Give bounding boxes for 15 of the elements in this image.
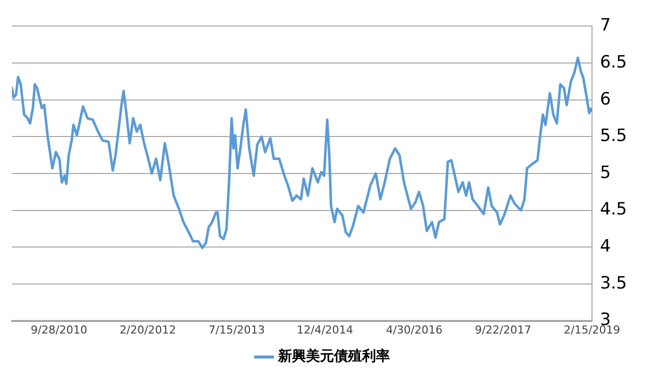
y-tick-label: 4 <box>600 236 611 257</box>
y-tick-label: 3.5 <box>600 273 628 294</box>
y-tick-label: 5 <box>600 162 611 183</box>
x-tick-label: 9/22/2017 <box>474 323 532 336</box>
legend-label: 新興美元債殖利率 <box>277 348 390 365</box>
y-tick-label: 6 <box>600 89 611 110</box>
x-tick-label: 2/20/2012 <box>120 323 176 336</box>
x-tick-label: 7/15/2013 <box>208 323 265 336</box>
y-tick-label: 5.5 <box>600 126 628 146</box>
x-tick-label: 12/4/2014 <box>296 323 354 336</box>
y-tick-label: 4.5 <box>600 200 628 220</box>
x-tick-label: 9/28/2010 <box>30 323 88 336</box>
y-tick-label: 7 <box>600 16 611 36</box>
x-tick-label: 4/30/2016 <box>386 323 442 336</box>
y-tick-label: 6.5 <box>600 52 628 72</box>
